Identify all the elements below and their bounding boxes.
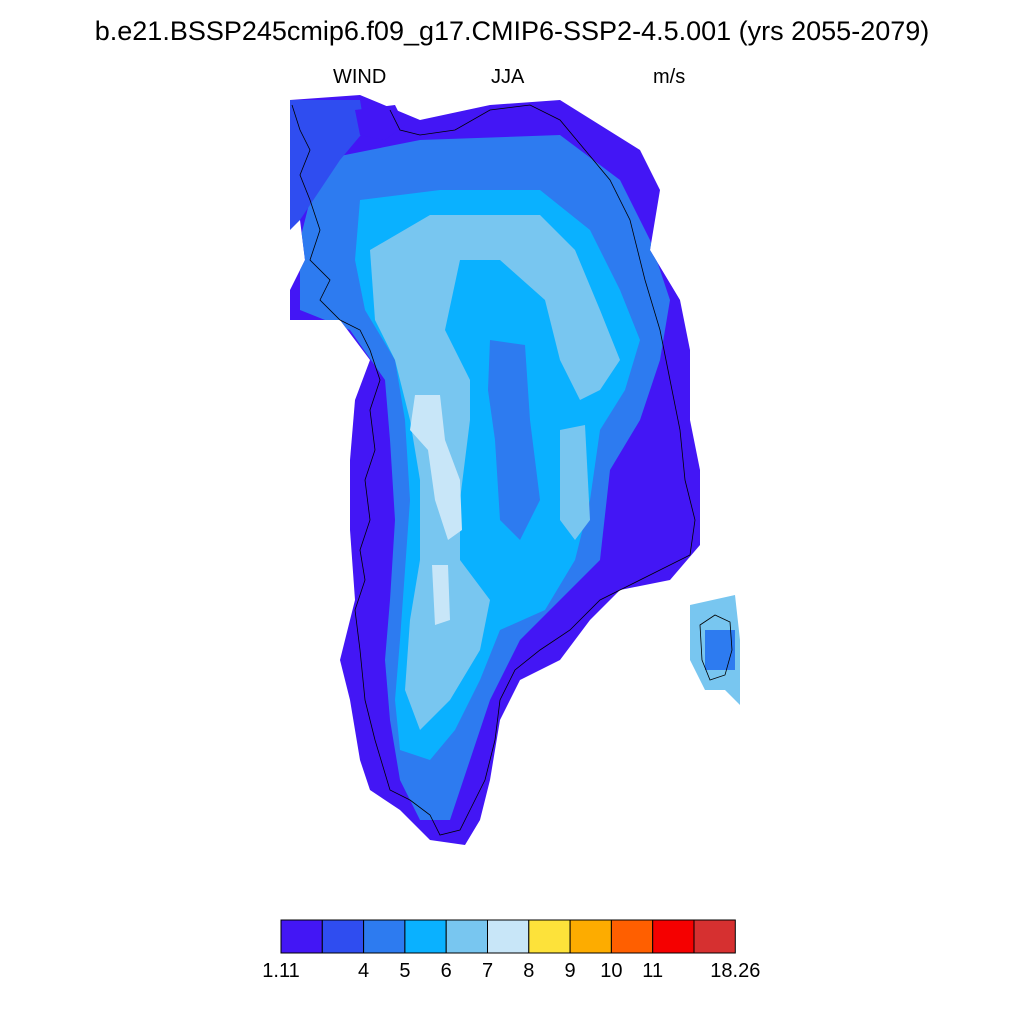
colorbar-swatch xyxy=(652,919,695,954)
greenland-coastline xyxy=(291,104,696,836)
colorbar-tick-label: 9 xyxy=(564,960,576,982)
colorbar-swatch xyxy=(569,919,612,954)
colorbar-swatch xyxy=(487,919,530,954)
colorbar-swatch xyxy=(528,919,571,954)
colorbar-tick-label: 18.26 xyxy=(710,960,761,982)
colorbar xyxy=(280,919,736,954)
colorbar-tick-label: 11 xyxy=(642,960,664,982)
wind-band-7-8-north xyxy=(410,395,462,540)
wind-band-6-7-east xyxy=(560,425,590,540)
colorbar-swatch xyxy=(693,919,736,954)
wind-band-6-7 xyxy=(370,215,620,730)
colorbar-tick-label: 1.11 xyxy=(262,960,300,982)
colorbar-tick-label: 7 xyxy=(481,960,494,982)
colorbar-tick-label: 6 xyxy=(440,960,452,982)
wind-inner-band-4-5 xyxy=(488,340,540,540)
colorbar-tick-label: 10 xyxy=(600,960,623,982)
island-inner-band xyxy=(705,630,735,670)
colorbar-tick-label: 5 xyxy=(399,960,411,982)
wind-band-7-8-south xyxy=(432,565,450,625)
colorbar-swatch xyxy=(610,919,654,954)
colorbar-swatch xyxy=(404,919,447,954)
plot-title: b.e21.BSSP245cmip6.f09_g17.CMIP6-SSP2-4.… xyxy=(94,16,930,46)
island-coastline xyxy=(699,614,733,681)
season-label: JJA xyxy=(491,66,525,88)
variable-label: WIND xyxy=(333,66,387,88)
colorbar-tick-label: 4 xyxy=(358,960,370,982)
colorbar-swatch xyxy=(445,919,489,954)
colorbar-swatch xyxy=(321,919,365,954)
colorbar-swatch xyxy=(363,919,406,954)
units-label: m/s xyxy=(653,66,686,88)
colorbar-tick-label: 8 xyxy=(523,960,535,982)
colorbar-swatch xyxy=(280,919,323,954)
